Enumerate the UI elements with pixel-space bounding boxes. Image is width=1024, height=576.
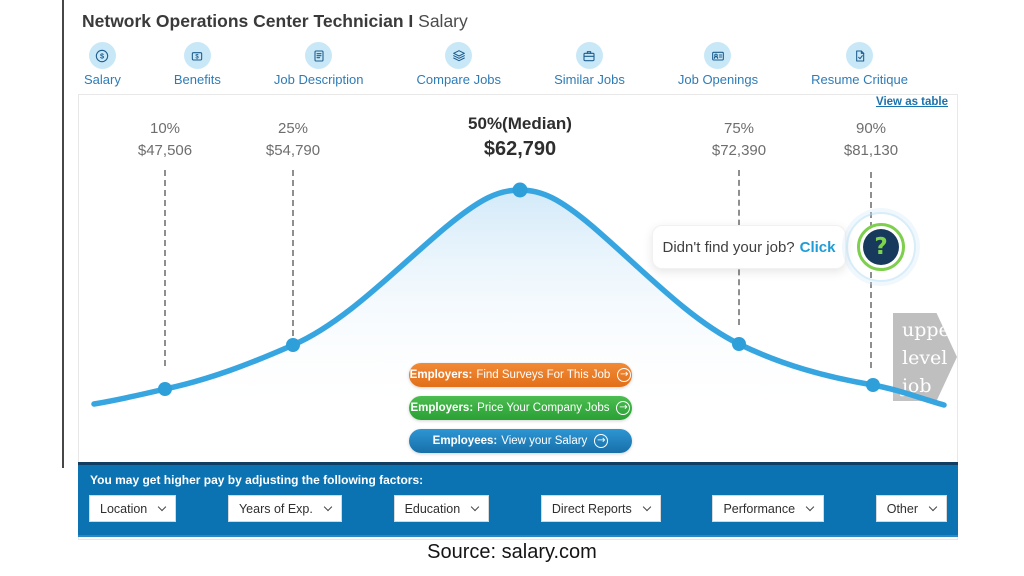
point-median bbox=[512, 182, 528, 198]
wallet-icon: $ bbox=[183, 42, 211, 69]
dollar-circle-icon: $ bbox=[88, 42, 116, 69]
id-card-icon bbox=[704, 42, 732, 69]
percentile-25: 25% $54,790 bbox=[243, 118, 343, 162]
nav-item-similar-jobs[interactable]: Similar Jobs bbox=[554, 42, 625, 87]
button-label: Price Your Company Jobs bbox=[477, 402, 610, 414]
percentile-salary: $62,790 bbox=[483, 138, 557, 160]
button-prefix: Employees: bbox=[432, 435, 498, 447]
dropdown-label: Performance bbox=[723, 501, 796, 516]
nav-item-salary[interactable]: $ Salary bbox=[84, 42, 121, 87]
resume-check-icon bbox=[846, 42, 874, 69]
percentile-90: 90% $81,130 bbox=[821, 118, 921, 162]
nav-label: Compare Jobs bbox=[416, 72, 502, 87]
button-prefix: Employers: bbox=[409, 369, 473, 381]
dropdown-label: Direct Reports bbox=[551, 501, 632, 516]
tooltip-click-link[interactable]: Click bbox=[799, 238, 836, 256]
point-10 bbox=[158, 382, 172, 396]
nav-item-job-description[interactable]: Job Description bbox=[273, 42, 364, 87]
nav-item-compare-jobs[interactable]: Compare Jobs bbox=[416, 42, 502, 87]
point-75 bbox=[732, 337, 746, 351]
factor-dropdown-other[interactable]: Other bbox=[875, 495, 947, 522]
percentile-label: 90% bbox=[855, 120, 887, 137]
nav-label: Resume Critique bbox=[811, 72, 908, 87]
factor-dropdown-education[interactable]: Education bbox=[393, 495, 490, 522]
percentile-salary: $54,790 bbox=[265, 142, 321, 159]
employers-price-jobs-button[interactable]: Employers: Price Your Company Jobs → bbox=[409, 396, 632, 420]
button-label: View your Salary bbox=[501, 435, 588, 447]
factor-dropdown-location[interactable]: Location bbox=[89, 495, 177, 522]
dropdown-label: Years of Exp. bbox=[238, 501, 313, 516]
percentile-salary: $47,506 bbox=[137, 142, 193, 159]
button-label: Find Surveys For This Job bbox=[476, 369, 611, 381]
factor-dropdown-direct-reports[interactable]: Direct Reports bbox=[540, 495, 661, 522]
svg-text:$: $ bbox=[196, 54, 200, 60]
factor-dropdown-years-of-exp[interactable]: Years of Exp. bbox=[227, 495, 342, 522]
point-25 bbox=[286, 338, 300, 352]
button-prefix: Employers: bbox=[410, 402, 474, 414]
percentile-label: 50%(Median) bbox=[468, 114, 572, 133]
nav-item-resume-critique[interactable]: Resume Critique bbox=[811, 42, 908, 87]
view-as-table-link[interactable]: View as table bbox=[876, 96, 949, 108]
percentile-label: 25% bbox=[277, 120, 309, 137]
document-icon bbox=[305, 42, 333, 69]
arrow-right-icon: → bbox=[616, 401, 631, 415]
title-suffix-text: Salary bbox=[418, 11, 468, 31]
factors-heading: You may get higher pay by adjusting the … bbox=[90, 473, 424, 487]
chevron-down-icon bbox=[158, 502, 167, 512]
percentile-label: 75% bbox=[723, 120, 755, 137]
dropdown-label: Location bbox=[100, 501, 148, 516]
employers-find-surveys-button[interactable]: Employers: Find Surveys For This Job → bbox=[409, 363, 632, 387]
dropdown-label: Other bbox=[886, 501, 918, 516]
section-nav: $ Salary $ Benefits Job Description Comp… bbox=[84, 42, 908, 87]
percentile-salary: $72,390 bbox=[711, 142, 767, 159]
briefcase-icon bbox=[575, 42, 603, 69]
chevron-down-icon bbox=[642, 502, 652, 512]
percentile-75: 75% $72,390 bbox=[689, 118, 789, 162]
find-job-tooltip[interactable]: Didn't find your job? Click bbox=[652, 225, 846, 269]
nav-label: Similar Jobs bbox=[554, 72, 625, 87]
nav-item-job-openings[interactable]: Job Openings bbox=[678, 42, 758, 87]
guide-line-25 bbox=[292, 170, 294, 336]
point-90 bbox=[866, 378, 880, 392]
dropdown-label: Education bbox=[404, 501, 461, 516]
page-title: Network Operations Center Technician I S… bbox=[82, 11, 468, 32]
nav-label: Job Openings bbox=[677, 72, 759, 87]
left-edge-artifact bbox=[62, 0, 64, 468]
job-title-text: Network Operations Center Technician I bbox=[82, 11, 414, 31]
salary-distribution-curve bbox=[91, 182, 947, 415]
percentile-10: 10% $47,506 bbox=[115, 118, 215, 162]
question-mark-icon: ? bbox=[863, 229, 899, 265]
arrow-right-icon: → bbox=[617, 368, 632, 382]
arrow-right-icon: → bbox=[594, 434, 609, 448]
percentile-label: 10% bbox=[149, 120, 181, 137]
upper-tag-line: level bbox=[902, 347, 948, 369]
curve-fill bbox=[94, 190, 944, 415]
nav-label: Benefits bbox=[173, 72, 221, 87]
nav-label: Job Description bbox=[273, 72, 364, 87]
chevron-down-icon bbox=[470, 502, 480, 512]
factors-row: Location Years of Exp. Education Direct … bbox=[78, 495, 958, 522]
guide-line-10 bbox=[164, 170, 166, 366]
svg-text:$: $ bbox=[100, 51, 104, 60]
tooltip-text: Didn't find your job? bbox=[662, 238, 795, 256]
nav-item-benefits[interactable]: $ Benefits bbox=[174, 42, 221, 87]
nav-label: Salary bbox=[84, 72, 121, 87]
source-attribution: Source: salary.com bbox=[427, 541, 597, 563]
layers-icon bbox=[445, 42, 473, 69]
chevron-down-icon bbox=[928, 502, 938, 512]
employees-view-salary-button[interactable]: Employees: View your Salary → bbox=[409, 429, 632, 453]
pay-factors-bar: You may get higher pay by adjusting the … bbox=[78, 462, 958, 537]
question-ring: ? bbox=[857, 223, 905, 271]
chevron-down-icon bbox=[805, 502, 815, 512]
factor-dropdown-performance[interactable]: Performance bbox=[712, 495, 825, 522]
question-help-button[interactable]: ? bbox=[846, 212, 916, 282]
chevron-down-icon bbox=[323, 502, 333, 512]
percentile-median: 50%(Median) $62,790 bbox=[420, 112, 620, 162]
percentile-salary: $81,130 bbox=[843, 142, 899, 159]
